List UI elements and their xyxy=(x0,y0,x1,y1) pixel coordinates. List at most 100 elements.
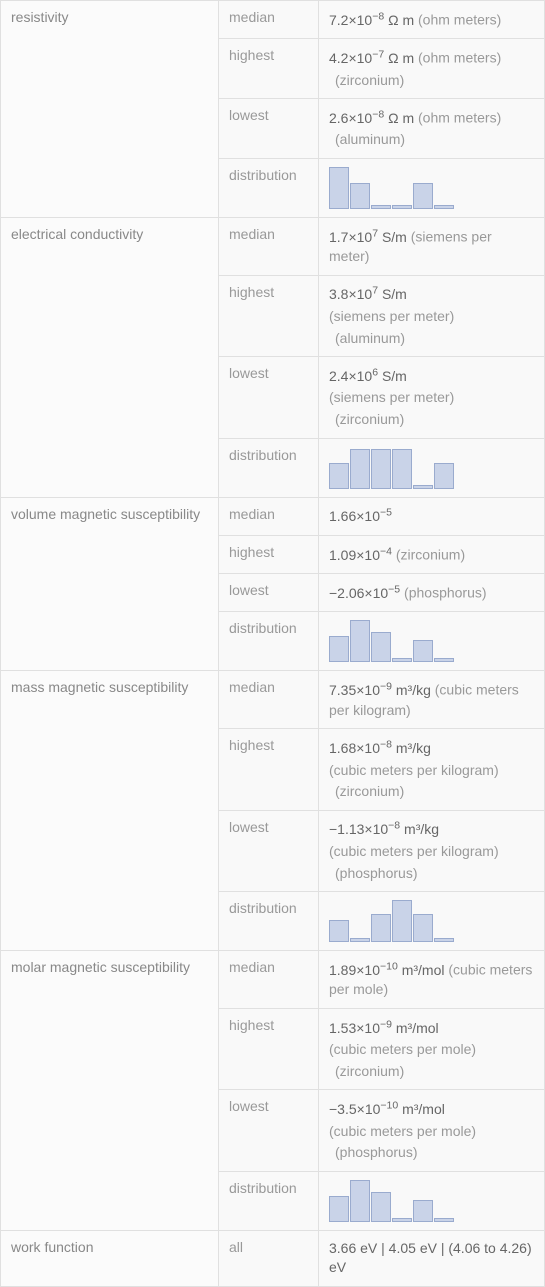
histogram-bar xyxy=(371,449,391,489)
value-text: 1.7×107 S/m xyxy=(329,229,407,245)
value-cell: −1.13×10−8 m³/kg (cubic meters per kilogr… xyxy=(319,810,545,891)
value-text: 1.66×10−5 xyxy=(329,508,392,524)
stat-label-cell: lowest xyxy=(219,357,319,438)
stat-label-cell: lowest xyxy=(219,99,319,159)
detail-text: (aluminum) xyxy=(335,329,534,349)
stat-label-cell: distribution xyxy=(219,892,319,951)
value-cell xyxy=(319,438,545,497)
property-row: work functionall3.66 eV | 4.05 eV | (4.0… xyxy=(1,1230,545,1286)
stat-label-cell: all xyxy=(219,1230,319,1286)
histogram-bar xyxy=(413,914,433,942)
value-text: 7.35×10−9 m³/kg xyxy=(329,682,431,698)
value-cell: −2.06×10−5 (phosphorus) xyxy=(319,574,545,612)
value-cell xyxy=(319,1171,545,1230)
histogram-bar xyxy=(413,1200,433,1222)
value-cell: 2.4×106 S/m (siemens per meter)(zirconium… xyxy=(319,357,545,438)
distribution-histogram xyxy=(329,167,534,209)
stat-label-cell: median xyxy=(219,671,319,729)
property-row: volume magnetic susceptibilitymedian1.66… xyxy=(1,497,545,535)
histogram-bar xyxy=(392,449,412,489)
detail-text: (zirconium) xyxy=(335,1062,534,1082)
unit-block-text: (cubic meters per kilogram) xyxy=(329,842,534,862)
value-cell: 7.2×10−8 Ω m (ohm meters) xyxy=(319,1,545,39)
value-cell: 7.35×10−9 m³/kg (cubic meters per kilogr… xyxy=(319,671,545,729)
histogram-bar xyxy=(413,640,433,662)
detail-text: (phosphorus) xyxy=(335,864,534,884)
value-cell: 4.2×10−7 Ω m (ohm meters) (zirconium) xyxy=(319,39,545,99)
histogram-bar xyxy=(413,485,433,489)
stat-label-cell: highest xyxy=(219,535,319,573)
unit-block-text: (cubic meters per mole) xyxy=(329,1040,534,1060)
stat-label-cell: distribution xyxy=(219,1171,319,1230)
detail-text: (zirconium) xyxy=(396,547,465,563)
stat-label-cell: highest xyxy=(219,39,319,99)
property-name-cell: resistivity xyxy=(1,1,219,218)
unit-block-text: (siemens per meter) xyxy=(329,388,534,408)
value-cell: 3.8×107 S/m (siemens per meter)(aluminum) xyxy=(319,275,545,356)
stat-label-cell: lowest xyxy=(219,810,319,891)
unit-block-text: (cubic meters per mole) xyxy=(329,1122,534,1142)
value-text: −3.5×10−10 m³/mol xyxy=(329,1101,445,1117)
property-row: electrical conductivitymedian1.7×107 S/m… xyxy=(1,217,545,275)
histogram-bar xyxy=(350,938,370,942)
unit-text: (ohm meters) xyxy=(418,110,501,126)
value-cell: 1.66×10−5 xyxy=(319,497,545,535)
histogram-bar xyxy=(329,167,349,209)
value-text: 1.68×10−8 m³/kg xyxy=(329,740,431,756)
value-text: 4.2×10−7 Ω m xyxy=(329,50,414,66)
detail-text: (zirconium) xyxy=(335,782,534,802)
value-text: −2.06×10−5 xyxy=(329,585,400,601)
histogram-bar xyxy=(350,1180,370,1222)
value-text: −1.13×10−8 m³/kg xyxy=(329,821,439,837)
histogram-bar xyxy=(434,463,454,489)
property-row: resistivitymedian7.2×10−8 Ω m (ohm meter… xyxy=(1,1,545,39)
value-text: 1.09×10−4 xyxy=(329,547,392,563)
histogram-bar xyxy=(392,205,412,209)
value-text: 3.8×107 S/m xyxy=(329,286,407,302)
histogram-bar xyxy=(413,183,433,209)
value-cell: 1.89×10−10 m³/mol (cubic meters per mole… xyxy=(319,951,545,1009)
stat-label-cell: median xyxy=(219,1,319,39)
histogram-bar xyxy=(371,1192,391,1222)
histogram-bar xyxy=(434,1218,454,1222)
stat-label-cell: distribution xyxy=(219,158,319,217)
detail-text: (zirconium) xyxy=(335,410,534,430)
value-cell: 1.53×10−9 m³/mol(cubic meters per mole)(… xyxy=(319,1008,545,1089)
property-name-cell: volume magnetic susceptibility xyxy=(1,497,219,671)
histogram-bar xyxy=(392,900,412,942)
stat-label-cell: distribution xyxy=(219,438,319,497)
histogram-bar xyxy=(350,183,370,209)
value-cell: 1.68×10−8 m³/kg(cubic meters per kilogra… xyxy=(319,729,545,810)
value-text: 3.66 eV | 4.05 eV | (4.06 to 4.26) eV xyxy=(329,1240,532,1276)
detail-text: (aluminum) xyxy=(335,130,534,150)
value-text: 2.4×106 S/m xyxy=(329,368,407,384)
stat-label-cell: highest xyxy=(219,275,319,356)
histogram-bar xyxy=(329,1196,349,1222)
value-cell xyxy=(319,892,545,951)
distribution-histogram xyxy=(329,620,534,662)
histogram-bar xyxy=(392,1218,412,1222)
histogram-bar xyxy=(371,914,391,942)
histogram-bar xyxy=(434,938,454,942)
value-text: 7.2×10−8 Ω m xyxy=(329,12,414,28)
histogram-bar xyxy=(371,205,391,209)
histogram-bar xyxy=(392,658,412,662)
value-cell: 1.7×107 S/m (siemens per meter) xyxy=(319,217,545,275)
property-row: molar magnetic susceptibilitymedian1.89×… xyxy=(1,951,545,1009)
distribution-histogram xyxy=(329,1180,534,1222)
detail-text: (zirconium) xyxy=(335,71,534,91)
value-text: 1.89×10−10 m³/mol xyxy=(329,962,444,978)
stat-label-cell: distribution xyxy=(219,612,319,671)
property-name-cell: electrical conductivity xyxy=(1,217,219,497)
histogram-bar xyxy=(329,920,349,942)
detail-text: (phosphorus) xyxy=(404,585,487,601)
value-cell xyxy=(319,158,545,217)
distribution-histogram xyxy=(329,447,534,489)
histogram-bar xyxy=(350,620,370,662)
histogram-bar xyxy=(329,636,349,662)
unit-text: (ohm meters) xyxy=(418,50,501,66)
property-name-cell: mass magnetic susceptibility xyxy=(1,671,219,951)
stat-label-cell: highest xyxy=(219,1008,319,1089)
unit-block-text: (siemens per meter) xyxy=(329,307,534,327)
value-cell xyxy=(319,612,545,671)
